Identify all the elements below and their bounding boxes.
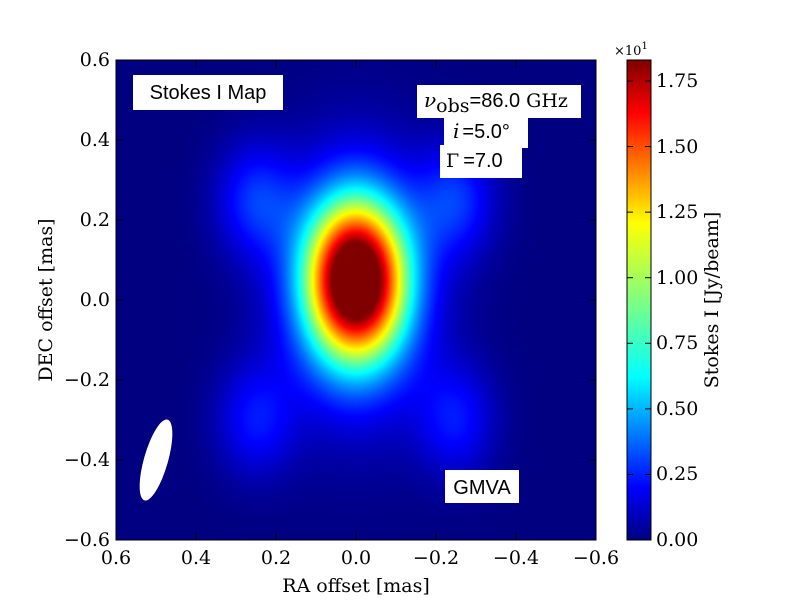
nu-symbol: ν	[424, 88, 436, 112]
y-tick-label: 0.4	[80, 129, 110, 151]
colorbar-gradient	[626, 59, 652, 541]
x-tick-label: 0.4	[181, 547, 211, 569]
colorbar-tick-label: 0.00	[656, 529, 698, 551]
array-label: GMVA	[453, 477, 511, 499]
colorbar-tick-label: 1.00	[656, 267, 698, 289]
gamma-annotation: Γ =7.0	[446, 150, 503, 172]
array-box	[445, 470, 519, 503]
nu-subscript: obs	[436, 95, 469, 117]
x-tick-label: 0.6	[101, 547, 131, 569]
x-tick-label: 0.0	[341, 547, 371, 569]
colorbar-tick-label: 1.75	[656, 70, 698, 92]
colorbar-tick-label: 1.50	[656, 136, 698, 158]
nu-annotation: νobs=86.0 GHz	[424, 88, 568, 117]
nu-value: =86.0	[470, 90, 521, 112]
x-tick-label: −0.4	[493, 547, 539, 569]
gamma-value: =7.0	[463, 150, 502, 172]
y-tick-label: −0.4	[64, 449, 110, 471]
x-tick-label: −0.6	[573, 547, 619, 569]
incl-symbol: i	[453, 119, 459, 143]
colorbar-tick-label: 0.25	[656, 463, 698, 485]
colorbar-tick-label: 0.50	[656, 398, 698, 420]
colorbar: 0.00 0.25 0.50 0.75 1.00 1.25 1.50 1.75 …	[614, 41, 723, 551]
colorbar-tick-label: 1.25	[656, 201, 698, 223]
incl-value: =5.0°	[462, 121, 509, 143]
colorbar-ticks	[627, 80, 651, 541]
x-axis-label: RA offset [mas]	[282, 575, 430, 597]
y-tick-label: 0.6	[80, 49, 110, 71]
y-axis-ticks	[116, 59, 596, 541]
incl-annotation: i =5.0°	[453, 119, 510, 143]
colorbar-label: Stokes I [Jy/beam]	[701, 212, 723, 389]
y-axis-label: DEC offset [mas]	[35, 218, 57, 381]
colorbar-tick-label: 0.75	[656, 332, 698, 354]
nu-unit: GHz	[520, 90, 568, 112]
y-tick-label: 0.0	[80, 289, 110, 311]
y-tick-label: 0.2	[80, 209, 110, 231]
map-title-box	[133, 75, 283, 110]
x-tick-label: −0.2	[413, 547, 459, 569]
nu-box	[417, 85, 581, 118]
x-axis-ticks	[115, 60, 597, 540]
y-tick-label: −0.6	[64, 529, 110, 551]
gamma-box	[440, 145, 522, 178]
incl-box	[444, 117, 528, 148]
beam-ellipse	[139, 419, 173, 501]
map-title: Stokes I Map	[150, 82, 267, 104]
gamma-symbol: Γ	[446, 150, 459, 172]
colorbar-multiplier: ×101	[614, 41, 648, 59]
x-tick-label: 0.2	[261, 547, 291, 569]
y-tick-label: −0.2	[64, 369, 110, 391]
